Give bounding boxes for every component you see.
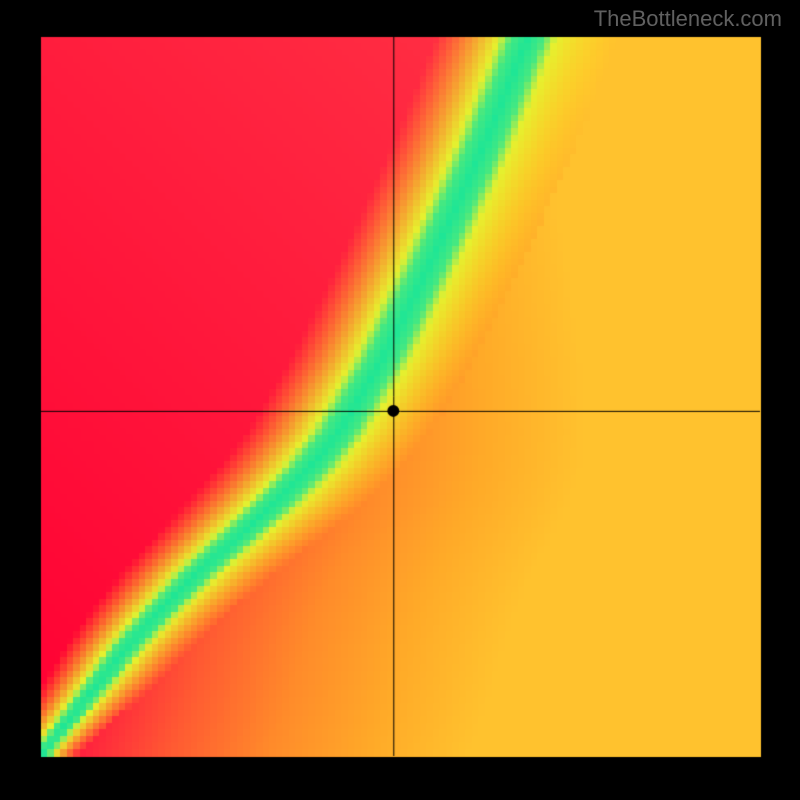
watermark-text: TheBottleneck.com	[594, 6, 782, 32]
chart-container: TheBottleneck.com	[0, 0, 800, 800]
heatmap-canvas	[0, 0, 800, 800]
